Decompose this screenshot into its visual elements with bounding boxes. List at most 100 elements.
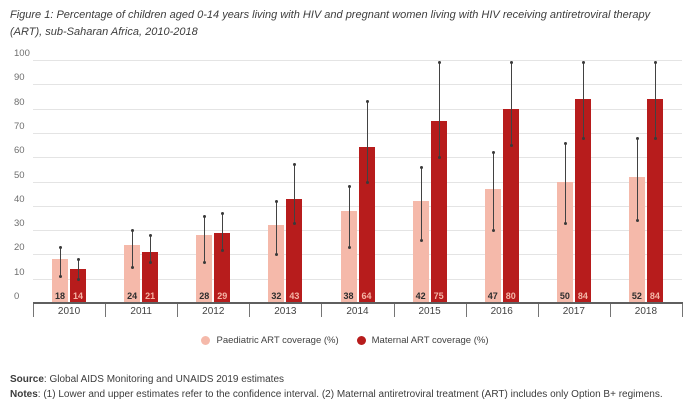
error-bar xyxy=(636,137,638,221)
source-label: Source xyxy=(10,374,44,385)
gridline xyxy=(33,278,682,280)
x-axis-tick xyxy=(465,304,467,317)
notes-text: : (1) Lower and upper estimates refer to… xyxy=(37,389,663,400)
error-bar-bottom-dot xyxy=(59,275,63,279)
bar-value-label: 80 xyxy=(505,291,516,301)
error-bar xyxy=(582,62,584,138)
bar-maternal-2017 xyxy=(574,98,591,303)
error-bar xyxy=(510,62,512,146)
y-tick-label: 0 xyxy=(14,291,20,302)
source-line: Source: Global AIDS Monitoring and UNAID… xyxy=(10,374,682,385)
bar-value-label: 32 xyxy=(271,291,282,301)
notes-line: Notes: (1) Lower and upper estimates ref… xyxy=(10,389,682,400)
error-bar-top-dot xyxy=(77,258,81,262)
x-category-label: 2010 xyxy=(57,306,81,317)
error-bar-bottom-dot xyxy=(221,248,225,252)
x-category-label: 2013 xyxy=(274,306,297,317)
bar-maternal-2018 xyxy=(646,98,663,303)
bar-value-label: 38 xyxy=(343,291,354,301)
legend-label: Paediatric ART coverage (%) xyxy=(216,334,339,346)
x-axis-tick xyxy=(393,304,395,317)
bar-value-label: 47 xyxy=(487,291,498,301)
bar-value-label: 52 xyxy=(631,291,642,301)
error-bar xyxy=(150,234,152,262)
bar-maternal-2015 xyxy=(430,120,447,303)
bar-paediatric-2010 xyxy=(52,259,69,303)
error-bar-top-dot xyxy=(635,136,639,140)
error-bar-top-dot xyxy=(59,246,63,250)
error-bar xyxy=(276,200,278,255)
error-bar-bottom-dot xyxy=(275,253,279,257)
error-bar-top-dot xyxy=(149,233,153,237)
legend: Paediatric ART coverage (%) Maternal ART … xyxy=(0,333,690,347)
x-axis-tick xyxy=(537,304,539,317)
error-bar xyxy=(294,164,296,223)
error-bar-top-dot xyxy=(491,151,495,155)
bar-value-label: 75 xyxy=(433,291,444,301)
figure-title: Figure 1: Percentage of children aged 0-… xyxy=(10,9,651,39)
x-category-label: 2014 xyxy=(346,306,369,317)
notes-label: Notes xyxy=(10,389,38,400)
bar-value-label: 24 xyxy=(127,291,138,301)
bar-paediatric-2017 xyxy=(556,181,573,303)
bar-maternal-2014 xyxy=(358,147,375,303)
bar-paediatric-2011 xyxy=(124,244,141,303)
error-bar-bottom-dot xyxy=(293,221,297,225)
gridline xyxy=(33,205,682,207)
error-bar-top-dot xyxy=(293,163,297,167)
error-bar-top-dot xyxy=(131,229,135,233)
bar-value-label: 29 xyxy=(217,291,228,301)
bar-value-label: 18 xyxy=(55,291,66,301)
legend-swatch-icon xyxy=(356,335,366,345)
error-bar-top-dot xyxy=(275,199,279,203)
x-axis-line xyxy=(33,302,683,304)
y-tick-label: 30 xyxy=(14,218,25,230)
gridline xyxy=(33,132,682,134)
x-category-label: 2016 xyxy=(490,306,513,317)
bar-paediatric-2012 xyxy=(196,234,213,303)
error-bar xyxy=(132,230,134,267)
bar-paediatric-2013 xyxy=(268,225,285,303)
bar-value-label: 43 xyxy=(289,291,300,301)
bar-value-label: 64 xyxy=(361,291,372,301)
bar-maternal-2011 xyxy=(142,251,159,303)
error-bar-bottom-dot xyxy=(203,260,207,264)
error-bar-bottom-dot xyxy=(635,219,639,223)
gridline xyxy=(33,230,682,232)
gridline xyxy=(33,108,682,110)
error-bar-bottom-dot xyxy=(365,180,369,184)
error-bar-bottom-dot xyxy=(509,144,513,148)
error-bar xyxy=(438,62,440,158)
y-tick-label: 90 xyxy=(14,72,25,84)
error-bar xyxy=(654,62,656,138)
bar-value-label: 50 xyxy=(559,291,570,301)
error-bar-bottom-dot xyxy=(149,260,153,264)
bar-value-label: 84 xyxy=(577,291,588,301)
source-text: : Global AIDS Monitoring and UNAIDS 2019… xyxy=(43,374,285,385)
error-bar-top-dot xyxy=(653,61,657,65)
error-bar-top-dot xyxy=(563,141,567,145)
x-category-label: 2018 xyxy=(634,306,658,317)
error-bar-bottom-dot xyxy=(419,238,423,242)
bar-value-label: 28 xyxy=(199,291,210,301)
bar-paediatric-2018 xyxy=(628,176,645,303)
legend-label: Maternal ART coverage (%) xyxy=(371,334,489,346)
bar-maternal-2010 xyxy=(70,268,87,303)
x-axis-tick xyxy=(249,304,251,317)
error-bar xyxy=(78,259,80,279)
error-bar xyxy=(564,142,566,223)
error-bar xyxy=(60,247,62,277)
x-axis-tick xyxy=(105,304,107,317)
bar-maternal-2012 xyxy=(214,232,231,303)
bar-maternal-2016 xyxy=(502,108,519,303)
error-bar-bottom-dot xyxy=(77,277,81,281)
error-bar xyxy=(222,213,224,250)
error-bar-bottom-dot xyxy=(563,221,567,225)
x-axis-tick xyxy=(682,304,683,317)
gridline xyxy=(33,181,682,183)
legend-item: Maternal ART coverage (%) xyxy=(356,334,489,346)
error-bar-top-dot xyxy=(347,185,351,189)
bar-paediatric-2014 xyxy=(340,210,357,303)
y-tick-label: 10 xyxy=(14,266,25,278)
